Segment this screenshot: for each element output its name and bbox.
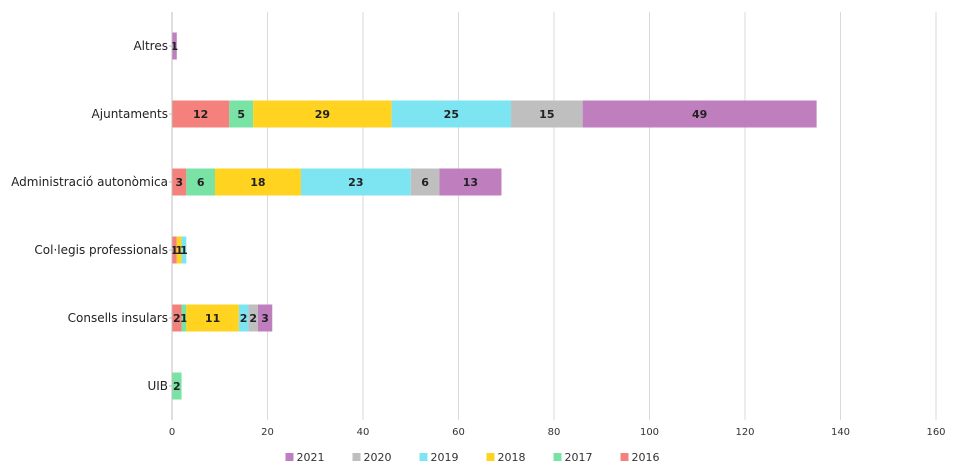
- bar-value-label: 12: [193, 108, 208, 121]
- bar-segment: [410, 168, 440, 196]
- bar-value-label: 3: [261, 312, 269, 325]
- bar-segment: [582, 100, 817, 128]
- bar-value-label: 5: [237, 108, 245, 121]
- bar-segment: [257, 304, 273, 332]
- legend-label: 2021: [297, 451, 325, 464]
- bar-segment: [172, 372, 182, 400]
- bar-value-label: 1: [171, 40, 179, 53]
- category-label: Col·legis professionals: [34, 243, 168, 257]
- bar-segment: [186, 304, 239, 332]
- bar-value-label: 2: [240, 312, 248, 325]
- x-tick-label: 20: [261, 427, 274, 438]
- bar-value-label: 6: [421, 176, 429, 189]
- bar-value-label: 2: [173, 380, 181, 393]
- bar-value-label: 13: [463, 176, 478, 189]
- x-tick-label: 80: [548, 427, 561, 438]
- bar-value-label: 1: [180, 312, 188, 325]
- legend: 2021 2020 2019 2018 2017 2016: [285, 451, 660, 464]
- bar-segment: [172, 304, 182, 332]
- bar-value-label: 11: [205, 312, 220, 325]
- bar-segment: [172, 168, 187, 196]
- bar-value-label: 2: [173, 312, 181, 325]
- grid-lines: [267, 12, 937, 420]
- bar-segment: [172, 32, 177, 60]
- bar-value-label: 6: [197, 176, 205, 189]
- category-label: UIB: [147, 379, 168, 393]
- x-tick-label: 100: [640, 427, 659, 438]
- bar-value-label: 23: [348, 176, 363, 189]
- bar-value-label: 29: [315, 108, 330, 121]
- bar-segment: [238, 304, 249, 332]
- bar-segment: [181, 236, 187, 264]
- legend-swatch: [285, 453, 294, 461]
- legend-label: 2016: [632, 451, 660, 464]
- bar-value-label: 18: [250, 176, 265, 189]
- bar-segment: [229, 100, 254, 128]
- legend-swatch: [620, 453, 629, 461]
- bar-segment: [300, 168, 411, 196]
- x-tick-label: 40: [357, 427, 370, 438]
- bar-value-label: 49: [692, 108, 707, 121]
- category-label: Ajuntaments: [92, 107, 168, 121]
- bar-segment: [391, 100, 512, 128]
- x-tick-label: 0: [169, 427, 175, 438]
- x-tick-label: 140: [831, 427, 850, 438]
- bar-value-label: 25: [444, 108, 459, 121]
- x-tick-label: 60: [452, 427, 465, 438]
- legend-label: 2020: [364, 451, 392, 464]
- bar-segment: [172, 100, 230, 128]
- bar-value-label: 2: [249, 312, 257, 325]
- bar-segment: [253, 100, 392, 128]
- bar-value-label: 3: [175, 176, 183, 189]
- legend-swatch: [352, 453, 361, 461]
- bar-segment: [439, 168, 502, 196]
- bar-segment: [511, 100, 583, 128]
- legend-label: 2017: [565, 451, 593, 464]
- bar-segment: [176, 236, 182, 264]
- bar-segment: [186, 168, 215, 196]
- bar-value-label: 1: [180, 244, 188, 257]
- legend-label: 2019: [431, 451, 459, 464]
- legend-swatch: [486, 453, 495, 461]
- x-tick-label: 120: [735, 427, 754, 438]
- x-tick-label: 160: [926, 427, 945, 438]
- category-label: Consells insulars: [68, 311, 168, 325]
- bar-segment: [214, 168, 301, 196]
- bar-value-label: 15: [539, 108, 554, 121]
- category-label: Altres: [133, 39, 168, 53]
- bar-value-label: 1: [175, 244, 183, 257]
- legend-label: 2018: [498, 451, 526, 464]
- legend-swatch: [553, 453, 562, 461]
- category-label: Administració autonòmica: [11, 175, 168, 189]
- legend-swatch: [419, 453, 428, 461]
- bar-segment: [181, 304, 187, 332]
- bar-segment: [172, 236, 177, 264]
- bar-value-label: 1: [171, 244, 179, 257]
- bar-segment: [248, 304, 258, 332]
- axes: 0 20 40 60 80 100 120 140 160 Altres Ajuntaments Ad…: [11, 12, 946, 438]
